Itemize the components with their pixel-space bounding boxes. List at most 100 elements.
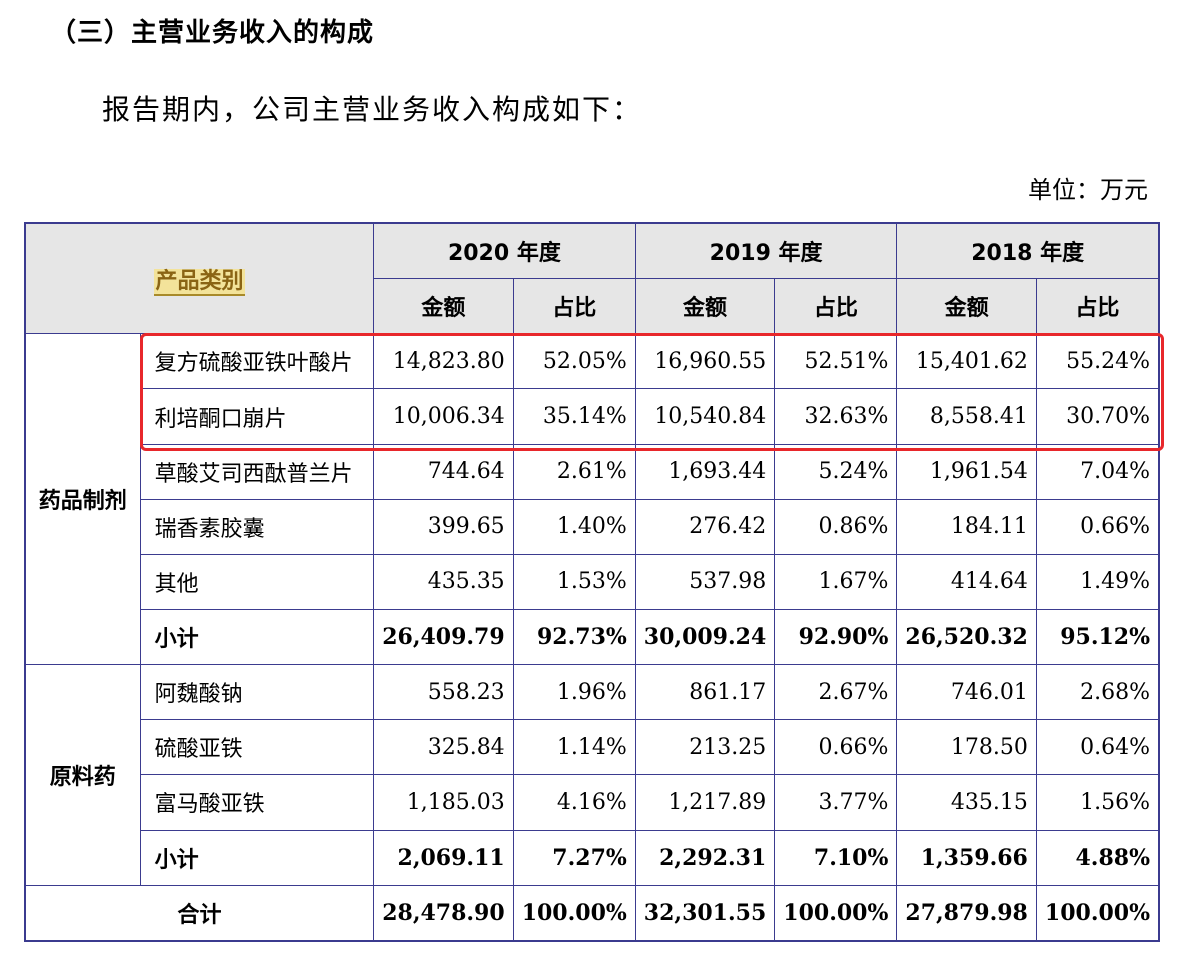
- category-header-cell: 产品类别: [24, 222, 374, 335]
- ratio-cell: 2.68%: [1035, 664, 1160, 721]
- ratio-cell: 1.40%: [512, 498, 636, 555]
- amount-cell: 26,520.32: [896, 608, 1037, 666]
- year-header: 2019 年度: [634, 222, 898, 280]
- amount-cell: 1,359.66: [896, 829, 1037, 886]
- amount-cell: 10,006.34: [372, 388, 514, 445]
- subtotal-label: 小计: [139, 829, 374, 886]
- amount-cell: 10,540.84: [634, 388, 776, 445]
- unit-label: 单位：万元: [1028, 176, 1148, 204]
- ratio-cell: 92.73%: [512, 608, 636, 666]
- amount-cell: 399.65: [372, 498, 514, 555]
- amount-cell: 325.84: [372, 719, 514, 776]
- amount-cell: 1,693.44: [634, 443, 776, 500]
- amount-header: 金额: [896, 278, 1037, 335]
- product-name: 其他: [139, 553, 374, 611]
- table-row: 瑞香素胶囊 399.65 1.40% 276.42 0.86% 184.11 0.66%: [25, 498, 1160, 555]
- amount-cell: 27,879.98: [896, 884, 1037, 942]
- ratio-cell: 7.27%: [512, 829, 636, 886]
- ratio-cell: 100.00%: [512, 884, 636, 942]
- ratio-cell: 0.66%: [1035, 498, 1160, 555]
- amount-cell: 26,409.79: [372, 608, 514, 666]
- ratio-cell: 92.90%: [774, 608, 898, 666]
- table-row: 富马酸亚铁 1,185.03 4.16% 1,217.89 3.77% 435.15 1.5…: [25, 774, 1160, 831]
- category-header: 产品类别: [154, 268, 245, 296]
- group-label: 原料药: [24, 664, 141, 886]
- product-name: 瑞香素胶囊: [139, 498, 374, 555]
- total-label: 合计: [24, 884, 374, 942]
- ratio-cell: 4.16%: [512, 774, 636, 831]
- amount-cell: 537.98: [634, 553, 776, 611]
- ratio-cell: 0.64%: [1035, 719, 1160, 776]
- amount-cell: 746.01: [896, 664, 1037, 721]
- ratio-cell: 1.49%: [1035, 553, 1160, 611]
- total-row: 合计 28,478.90 100.00% 32,301.55 100.00% 27,879…: [24, 884, 1160, 942]
- ratio-cell: 52.05%: [512, 333, 636, 390]
- intro-paragraph: 报告期内，公司主营业务收入构成如下：: [102, 93, 643, 126]
- ratio-cell: 30.70%: [1035, 388, 1160, 445]
- table-row: 其他 435.35 1.53% 537.98 1.67% 414.64 1.49%: [25, 553, 1160, 611]
- amount-cell: 861.17: [634, 664, 776, 721]
- product-name: 利培酮口崩片: [139, 388, 374, 445]
- amount-cell: 213.25: [634, 719, 776, 776]
- ratio-cell: 100.00%: [774, 884, 898, 942]
- amount-header: 金额: [372, 278, 514, 335]
- year-header: 2018 年度: [896, 222, 1160, 280]
- ratio-header: 占比: [1035, 278, 1160, 335]
- ratio-cell: 1.96%: [512, 664, 636, 721]
- amount-cell: 184.11: [896, 498, 1037, 555]
- product-name: 富马酸亚铁: [139, 774, 374, 831]
- amount-cell: 2,069.11: [372, 829, 514, 886]
- ratio-header: 占比: [512, 278, 636, 335]
- ratio-cell: 1.14%: [512, 719, 636, 776]
- ratio-cell: 5.24%: [774, 443, 898, 500]
- table-row: 硫酸亚铁 325.84 1.14% 213.25 0.66% 178.50 0.64%: [25, 719, 1160, 776]
- ratio-cell: 35.14%: [512, 388, 636, 445]
- amount-cell: 16,960.55: [634, 333, 776, 390]
- ratio-cell: 7.10%: [774, 829, 898, 886]
- ratio-cell: 100.00%: [1035, 884, 1160, 942]
- amount-cell: 1,217.89: [634, 774, 776, 831]
- table-body: 产品类别 2020 年度 2019 年度 2018 年度 金额 占比 金额 占比 金额 占比 药品制…: [24, 222, 1160, 942]
- ratio-cell: 3.77%: [774, 774, 898, 831]
- table-row: 草酸艾司西酞普兰片 744.64 2.61% 1,693.44 5.24% 1,961.5…: [25, 443, 1160, 500]
- amount-cell: 2,292.31: [634, 829, 776, 886]
- amount-cell: 414.64: [896, 553, 1037, 611]
- ratio-cell: 2.61%: [512, 443, 636, 500]
- revenue-table: 产品类别 2020 年度 2019 年度 2018 年度 金额 占比 金额 占比 金额 占比 药品制…: [24, 222, 1160, 942]
- ratio-cell: 7.04%: [1035, 443, 1160, 500]
- amount-cell: 1,961.54: [896, 443, 1037, 500]
- product-name: 复方硫酸亚铁叶酸片: [139, 333, 374, 390]
- ratio-cell: 52.51%: [774, 333, 898, 390]
- year-header: 2020 年度: [372, 222, 636, 280]
- ratio-cell: 1.56%: [1035, 774, 1160, 831]
- amount-cell: 178.50: [896, 719, 1037, 776]
- ratio-cell: 0.86%: [774, 498, 898, 555]
- ratio-cell: 95.12%: [1035, 608, 1160, 666]
- ratio-cell: 1.67%: [774, 553, 898, 611]
- table-row: 原料药 阿魏酸钠 558.23 1.96% 861.17 2.67% 746.01 2.68%: [24, 664, 1160, 886]
- ratio-cell: 1.53%: [512, 553, 636, 611]
- amount-header: 金额: [634, 278, 776, 335]
- amount-cell: 28,478.90: [372, 884, 514, 942]
- header-row-metrics: 金额 占比 金额 占比 金额 占比: [25, 278, 1160, 335]
- group-label: 药品制剂: [24, 333, 141, 666]
- amount-cell: 1,185.03: [372, 774, 514, 831]
- amount-cell: 744.64: [372, 443, 514, 500]
- product-name: 硫酸亚铁: [139, 719, 374, 776]
- header-row-years: 产品类别 2020 年度 2019 年度 2018 年度: [24, 222, 1160, 335]
- subtotal-row: 小计 26,409.79 92.73% 30,009.24 92.90% 26,520.3…: [25, 608, 1160, 666]
- ratio-cell: 32.63%: [774, 388, 898, 445]
- amount-cell: 435.15: [896, 774, 1037, 831]
- ratio-header: 占比: [774, 278, 898, 335]
- amount-cell: 435.35: [372, 553, 514, 611]
- ratio-cell: 2.67%: [774, 664, 898, 721]
- amount-cell: 558.23: [372, 664, 514, 721]
- amount-cell: 32,301.55: [634, 884, 776, 942]
- product-name: 草酸艾司西酞普兰片: [139, 443, 374, 500]
- ratio-cell: 55.24%: [1035, 333, 1160, 390]
- section-heading: （三）主营业务收入的构成: [50, 18, 375, 48]
- subtotal-label: 小计: [139, 608, 374, 666]
- amount-cell: 30,009.24: [634, 608, 776, 666]
- ratio-cell: 4.88%: [1035, 829, 1160, 886]
- ratio-cell: 0.66%: [774, 719, 898, 776]
